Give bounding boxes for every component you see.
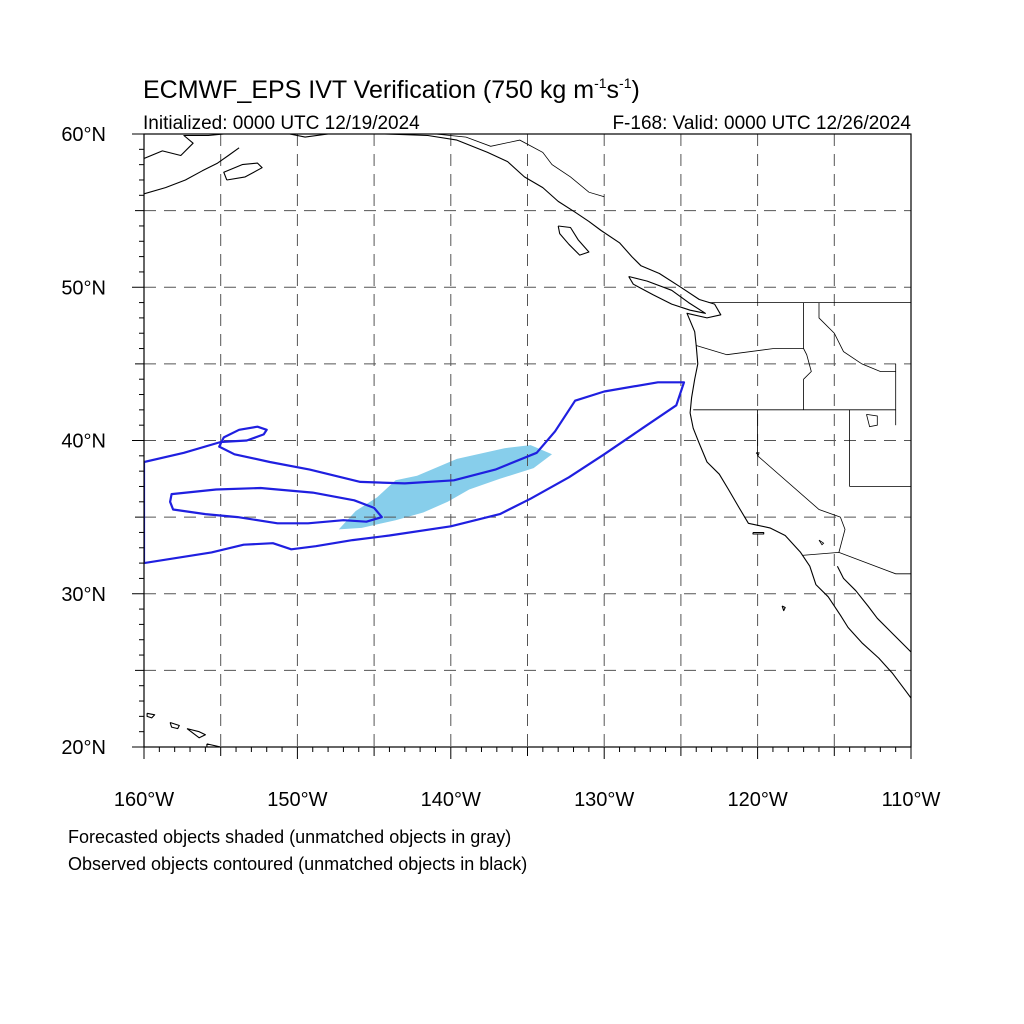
- coastline-baja-gulf-east: [836, 565, 911, 653]
- coastline-hawaii-kauai: [146, 712, 156, 719]
- border-az-ca: [838, 516, 846, 553]
- lake-great-salt-lake: [866, 414, 878, 428]
- lon-tick-label: 160°W: [114, 789, 174, 811]
- border-idaho-mt: [818, 302, 896, 372]
- forecast-objects-layer: [338, 445, 552, 530]
- observed-object-contour-1: [144, 381, 686, 565]
- axis-ticks-layer: [132, 133, 912, 759]
- footer-caption-forecast: Forecasted objects shaded (unmatched obj…: [68, 827, 512, 847]
- coastline-haida-gwaii: [557, 225, 590, 256]
- coastline-gulf-alaska-coast: [289, 134, 911, 699]
- observed-object-contour-2: [169, 486, 383, 525]
- axis-labels-layer: 160°W 150°W 140°W 130°W 120°W 110°W 60°N 50°N 40…: [61, 124, 940, 811]
- coastline-kodiak: [223, 162, 263, 181]
- observed-contours-layer: [144, 381, 686, 565]
- border-us-mexico: [802, 551, 911, 575]
- border-ak-bc-border: [435, 134, 605, 198]
- valid-time-label: F-168: Valid: 0000 UTC 12/26/2024: [612, 113, 911, 134]
- lat-tick-label: 60°N: [61, 124, 106, 146]
- map-area: [144, 134, 911, 747]
- lon-tick-label: 130°W: [574, 789, 634, 811]
- coastlines-layer: [144, 134, 911, 747]
- border-wa-or: [696, 345, 804, 356]
- lat-tick-label: 50°N: [61, 277, 106, 299]
- lake-lake-tahoe: [755, 452, 760, 456]
- lon-tick-label: 150°W: [267, 789, 327, 811]
- lat-tick-label: 40°N: [61, 431, 106, 453]
- lon-tick-label: 140°W: [421, 789, 481, 811]
- border-id-west: [803, 302, 812, 410]
- border-ca-nv: [757, 409, 841, 518]
- forecast-object-shaded: [338, 445, 552, 530]
- gridlines-layer: [144, 134, 911, 747]
- coastline-vancouver-island: [628, 275, 706, 314]
- lon-tick-label: 110°W: [882, 789, 941, 811]
- coastline-alaska-southcoast: [144, 134, 224, 160]
- coastline-guadalupe-island: [781, 605, 786, 612]
- lat-tick-label: 30°N: [61, 584, 106, 606]
- coastline-channel-islands: [752, 531, 765, 535]
- initialized-label: Initialized: 0000 UTC 12/19/2024: [143, 113, 420, 134]
- lat-tick-label: 20°N: [61, 737, 106, 759]
- lon-tick-label: 120°W: [727, 789, 787, 811]
- coastline-alaska-peninsula: [144, 147, 240, 195]
- coastline-hawaii-oahu: [169, 721, 180, 730]
- footer-caption-observed: Observed objects contoured (unmatched ob…: [68, 854, 528, 874]
- lake-salton-sea: [818, 539, 825, 546]
- coastline-hawaii-molokai-maui: [186, 728, 206, 739]
- map-title: ECMWF_EPS IVT Verification (750 kg m-1s-…: [143, 75, 640, 104]
